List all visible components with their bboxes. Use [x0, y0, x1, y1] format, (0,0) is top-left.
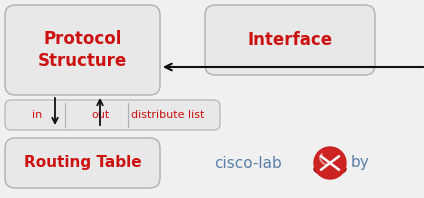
FancyBboxPatch shape	[5, 138, 160, 188]
Text: by: by	[351, 155, 369, 170]
Text: Interface: Interface	[248, 31, 332, 49]
Text: cisco-lab: cisco-lab	[214, 155, 282, 170]
FancyBboxPatch shape	[205, 5, 375, 75]
Text: Routing Table: Routing Table	[24, 155, 141, 170]
Ellipse shape	[314, 163, 346, 175]
Circle shape	[314, 147, 346, 179]
Text: in: in	[32, 110, 42, 120]
Text: distribute list: distribute list	[131, 110, 205, 120]
FancyBboxPatch shape	[5, 100, 220, 130]
Text: Protocol
Structure: Protocol Structure	[38, 30, 127, 70]
FancyBboxPatch shape	[5, 5, 160, 95]
Text: out: out	[91, 110, 109, 120]
